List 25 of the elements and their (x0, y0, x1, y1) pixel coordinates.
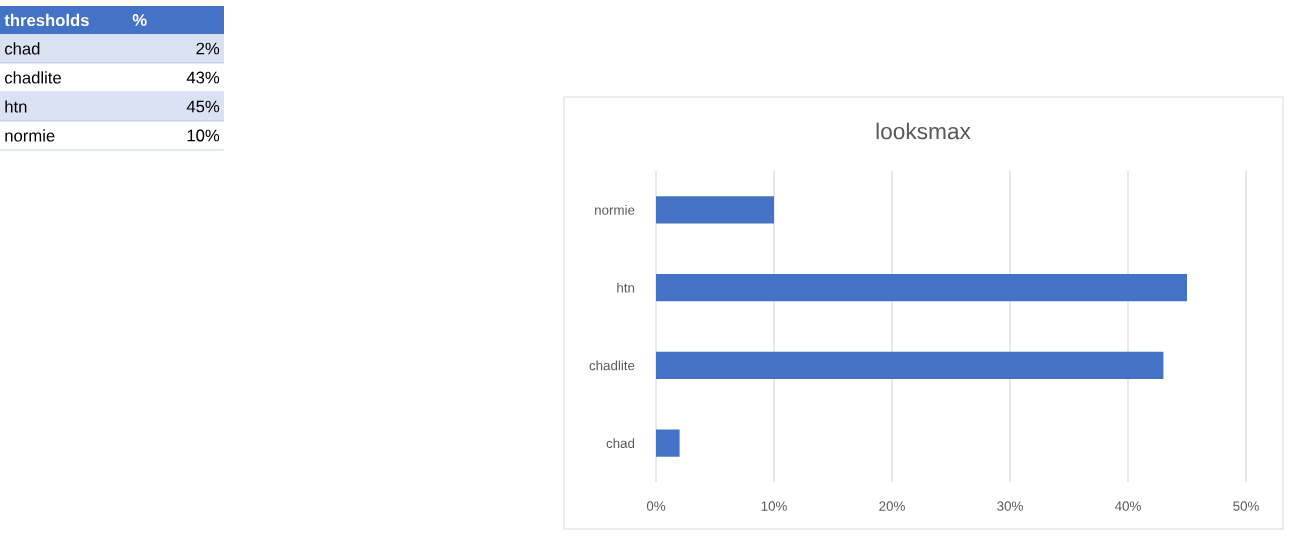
text: chad (4, 42, 40, 55)
text: thresholds (4, 13, 89, 27)
bar (656, 429, 680, 457)
text: 2% (196, 42, 220, 55)
text: 43% (186, 71, 220, 84)
y-tick-label: normie (595, 204, 635, 215)
x-tick-label: 40% (1114, 501, 1141, 511)
x-tick-label: 10% (761, 501, 787, 511)
x-tick-label: 50% (1233, 501, 1259, 511)
x-tick-label: 0% (646, 501, 666, 511)
x-tick-label: 30% (997, 501, 1023, 511)
text: normie (5, 129, 55, 142)
text: chadlite (4, 71, 61, 84)
y-tick-label: htn (617, 282, 635, 293)
bar (656, 351, 1164, 379)
y-tick-label: chadlite (589, 360, 635, 371)
bar (656, 196, 774, 224)
text: % (132, 14, 147, 26)
text: 45% (186, 100, 220, 113)
bar (656, 274, 1187, 302)
text: htn (5, 100, 27, 113)
text: 10% (187, 129, 220, 142)
x-tick-label: 20% (879, 501, 905, 511)
y-tick-label: chad (606, 438, 635, 448)
chart-title: looksmax (876, 122, 971, 140)
